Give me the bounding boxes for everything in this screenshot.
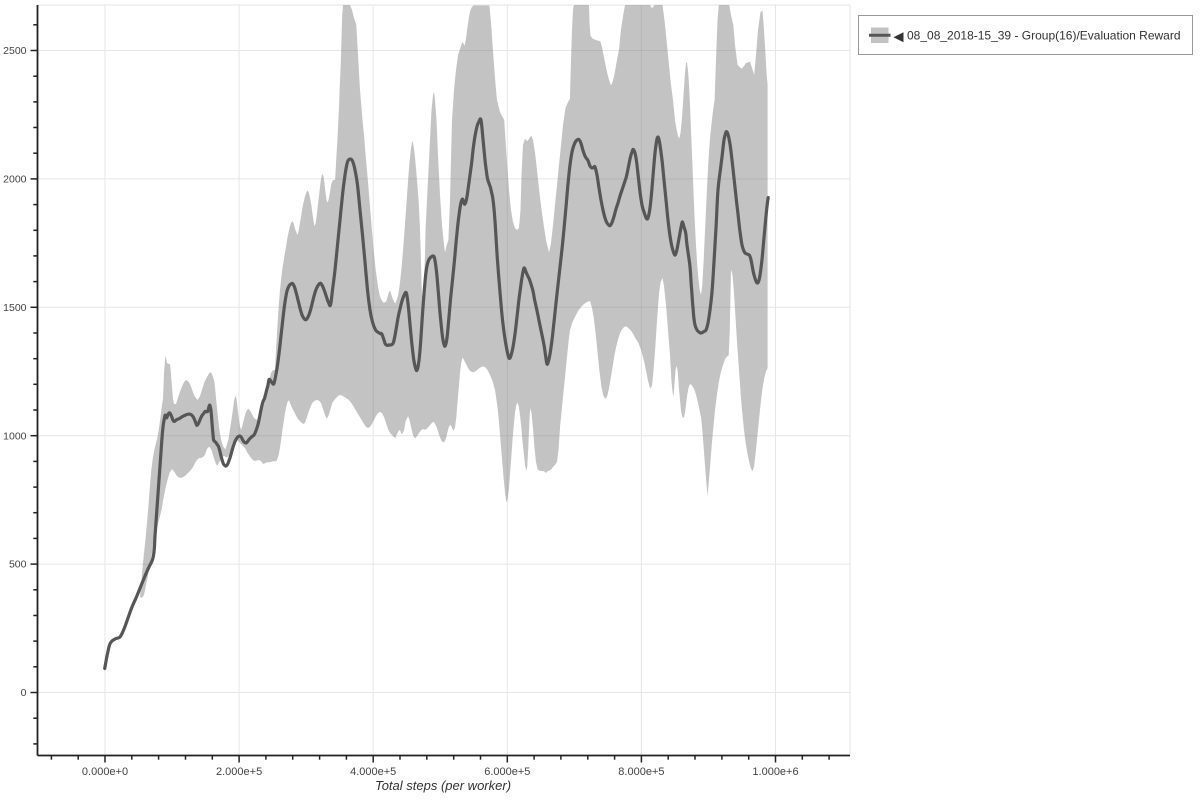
svg-text:0: 0 bbox=[21, 687, 27, 699]
svg-text:2.000e+5: 2.000e+5 bbox=[216, 766, 262, 778]
svg-text:0.000e+0: 0.000e+0 bbox=[82, 766, 128, 778]
svg-text:500: 500 bbox=[9, 559, 27, 571]
svg-text:2500: 2500 bbox=[3, 45, 27, 57]
svg-text:8.000e+5: 8.000e+5 bbox=[618, 766, 664, 778]
svg-text:Total steps (per worker): Total steps (per worker) bbox=[375, 778, 511, 793]
svg-text:6.000e+5: 6.000e+5 bbox=[484, 766, 530, 778]
svg-text:1500: 1500 bbox=[3, 302, 27, 314]
svg-text:1.000e+6: 1.000e+6 bbox=[752, 766, 798, 778]
svg-text:2000: 2000 bbox=[3, 174, 27, 186]
svg-text:4.000e+5: 4.000e+5 bbox=[350, 766, 396, 778]
svg-text:08_08_2018-15_39 - Group(16)/E: 08_08_2018-15_39 - Group(16)/Evaluation … bbox=[907, 29, 1181, 43]
svg-text:1000: 1000 bbox=[3, 430, 27, 442]
